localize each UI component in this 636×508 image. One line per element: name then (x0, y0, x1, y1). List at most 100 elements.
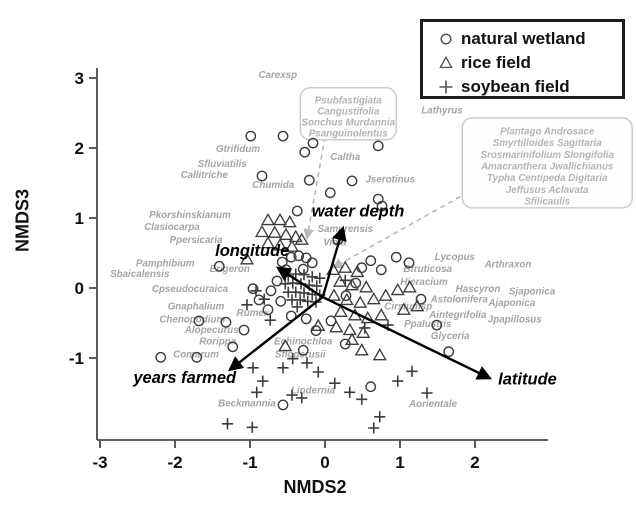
data-point-plus (257, 375, 269, 387)
species-label: Erigeron (210, 264, 250, 275)
callout-dashed-arrow (303, 136, 326, 240)
data-point-circle (220, 316, 232, 328)
data-point-plus (258, 293, 270, 305)
species-label: Callitriche (181, 170, 229, 181)
data-point-triangle (254, 224, 270, 238)
x-axis-title: NMDS2 (283, 477, 347, 497)
data-point-circle (365, 255, 377, 267)
data-point-circle (285, 251, 297, 263)
data-point-triangle (288, 229, 303, 243)
species-label: Sbaicalensis (110, 269, 170, 280)
data-point-circle (297, 344, 309, 356)
data-point-circle (193, 315, 205, 327)
data-point-triangle (372, 348, 387, 361)
data-point-circle (303, 174, 315, 186)
species-label: Beckmannia (218, 398, 276, 409)
data-point-circle (365, 381, 377, 393)
species-label: Chumida (252, 180, 294, 191)
data-point-circle (213, 260, 225, 272)
data-point-triangle (338, 260, 353, 273)
species-label: Chenopodium (159, 314, 225, 325)
species-callout-box (299, 87, 397, 141)
species-label: Lindernia (291, 386, 336, 397)
data-point-triangle (339, 292, 354, 306)
species-label: Gtrifidum (216, 144, 260, 155)
data-point-triangle (272, 238, 288, 251)
data-point-plus (298, 287, 310, 299)
legend-item-rice-field: rice field (431, 51, 622, 75)
x-tick-label: 2 (470, 453, 479, 472)
species-label: Jeffusus Aclavata (506, 185, 589, 196)
data-point-plus (287, 353, 299, 365)
species-label: Jserotinus (365, 174, 415, 185)
env-vector-label: longitude (215, 242, 289, 260)
species-label: Comarum (173, 349, 219, 360)
species-label: Rumex (237, 308, 270, 319)
species-label: Aintegrifolia (428, 310, 487, 321)
x-tick-label: -3 (92, 453, 107, 472)
species-label: Rorippa (199, 337, 237, 348)
data-point-plus (374, 411, 386, 423)
data-point-plus (359, 322, 371, 334)
species-label: Glyceria (431, 331, 470, 342)
legend-label: rice field (461, 53, 531, 72)
data-point-triangle (311, 318, 326, 331)
data-point-plus (421, 387, 433, 399)
species-label: Clasiocarpa (144, 222, 200, 233)
data-point-circle (390, 251, 402, 263)
data-point-circle (443, 346, 455, 358)
species-label: Cangustifolia (317, 107, 380, 118)
env-vector-arrow (321, 225, 347, 298)
data-point-plus (311, 280, 323, 292)
env-vector-arrow (275, 266, 324, 299)
data-point-plus (356, 393, 368, 405)
species-label: Srosmarinifolium Slongifolia (481, 150, 615, 161)
data-point-circle (376, 200, 388, 212)
data-point-circle (262, 304, 274, 316)
data-point-circle (375, 264, 387, 276)
data-point-plus (306, 271, 318, 283)
data-point-triangle (294, 232, 309, 245)
data-point-plus (368, 422, 380, 434)
data-point-triangle (278, 227, 294, 240)
legend-label: natural wetland (461, 29, 586, 48)
data-point-triangle (353, 295, 368, 308)
species-label: Plantago Androsace (500, 126, 595, 137)
data-point-triangle (378, 288, 393, 301)
env-vector-label: latitude (498, 371, 557, 389)
data-point-triangle (278, 338, 293, 352)
species-label: Hieracium (400, 277, 448, 288)
data-point-plus (392, 375, 404, 387)
data-point-plus (296, 392, 308, 404)
legend-label: soybean field (461, 77, 570, 96)
data-point-circle (275, 295, 287, 307)
plus-marker-icon (431, 78, 461, 96)
data-points (155, 130, 455, 434)
y-tick-label: -1 (69, 349, 84, 368)
data-point-circle (340, 290, 352, 302)
species-label: Psubfastigiata (315, 96, 383, 107)
data-point-plus (251, 386, 263, 398)
data-point-triangle (344, 332, 360, 345)
species-label: Ppalustris (404, 319, 452, 330)
species-label: Ajaponica (487, 298, 535, 309)
data-point-triangle (344, 278, 360, 291)
y-axis-title: NMDS3 (12, 189, 33, 253)
species-label: Psanguinolentus (309, 129, 388, 140)
x-tick-label: -1 (242, 453, 257, 472)
y-tick-label: 0 (75, 279, 84, 298)
data-point-triangle (359, 280, 374, 293)
species-label: Cpseudocuraica (152, 284, 229, 295)
species-label: Arthraxon (484, 260, 532, 271)
data-point-plus (250, 285, 262, 297)
species-label: Sjaponica (509, 286, 556, 297)
data-point-circle (227, 341, 239, 353)
x-tick-label: -2 (167, 453, 182, 472)
data-point-plus (301, 357, 313, 369)
data-point-triangle (260, 236, 276, 249)
species-label: Aorientale (408, 399, 457, 410)
data-point-circle (300, 313, 312, 325)
species-label: Lathyrus (421, 106, 463, 117)
